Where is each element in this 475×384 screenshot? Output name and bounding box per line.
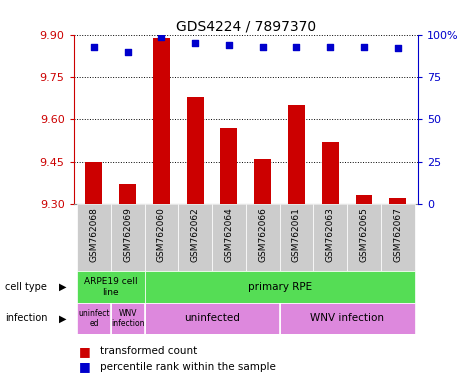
Text: ARPE19 cell
line: ARPE19 cell line — [84, 277, 138, 296]
Text: GSM762061: GSM762061 — [292, 207, 301, 262]
Point — [326, 44, 334, 50]
Text: GSM762062: GSM762062 — [190, 207, 200, 262]
Title: GDS4224 / 7897370: GDS4224 / 7897370 — [176, 20, 316, 34]
Text: GSM762060: GSM762060 — [157, 207, 166, 262]
Bar — [288, 105, 305, 204]
Text: primary RPE: primary RPE — [247, 282, 312, 292]
Point — [90, 44, 98, 50]
Point — [225, 42, 233, 48]
Bar — [246, 204, 280, 271]
Text: GSM762069: GSM762069 — [123, 207, 132, 262]
Point — [360, 44, 368, 50]
Text: ▶: ▶ — [59, 282, 66, 292]
Bar — [322, 142, 339, 204]
Bar — [280, 303, 415, 334]
Text: WNV infection: WNV infection — [310, 313, 384, 323]
Text: ▶: ▶ — [59, 313, 66, 323]
Point — [259, 44, 266, 50]
Bar — [144, 303, 280, 334]
Text: WNV
infection: WNV infection — [111, 309, 144, 328]
Bar — [254, 159, 271, 204]
Point — [124, 49, 132, 55]
Text: GSM762063: GSM762063 — [326, 207, 335, 262]
Bar — [77, 204, 111, 271]
Text: transformed count: transformed count — [100, 346, 197, 356]
Bar — [178, 204, 212, 271]
Bar — [212, 204, 246, 271]
Bar — [390, 198, 406, 204]
Bar — [347, 204, 381, 271]
Bar — [111, 204, 144, 271]
Bar — [220, 128, 238, 204]
Bar — [187, 97, 204, 204]
Text: GSM762068: GSM762068 — [89, 207, 98, 262]
Bar — [144, 204, 178, 271]
Text: GSM762067: GSM762067 — [393, 207, 402, 262]
Point — [158, 33, 165, 40]
Text: GSM762065: GSM762065 — [360, 207, 369, 262]
Bar — [77, 303, 111, 334]
Text: ■: ■ — [78, 345, 90, 358]
Bar — [111, 303, 144, 334]
Bar — [119, 184, 136, 204]
Bar — [86, 162, 102, 204]
Bar — [77, 271, 144, 303]
Bar — [381, 204, 415, 271]
Text: GSM762064: GSM762064 — [224, 207, 233, 262]
Bar — [314, 204, 347, 271]
Text: uninfected: uninfected — [184, 313, 240, 323]
Text: uninfect
ed: uninfect ed — [78, 309, 110, 328]
Point — [293, 44, 300, 50]
Text: cell type: cell type — [5, 282, 47, 292]
Bar — [153, 38, 170, 204]
Text: percentile rank within the sample: percentile rank within the sample — [100, 362, 276, 372]
Text: ■: ■ — [78, 360, 90, 373]
Text: GSM762066: GSM762066 — [258, 207, 267, 262]
Bar — [356, 195, 372, 204]
Bar — [144, 271, 415, 303]
Point — [394, 45, 401, 51]
Bar — [280, 204, 314, 271]
Point — [191, 40, 199, 46]
Text: infection: infection — [5, 313, 47, 323]
